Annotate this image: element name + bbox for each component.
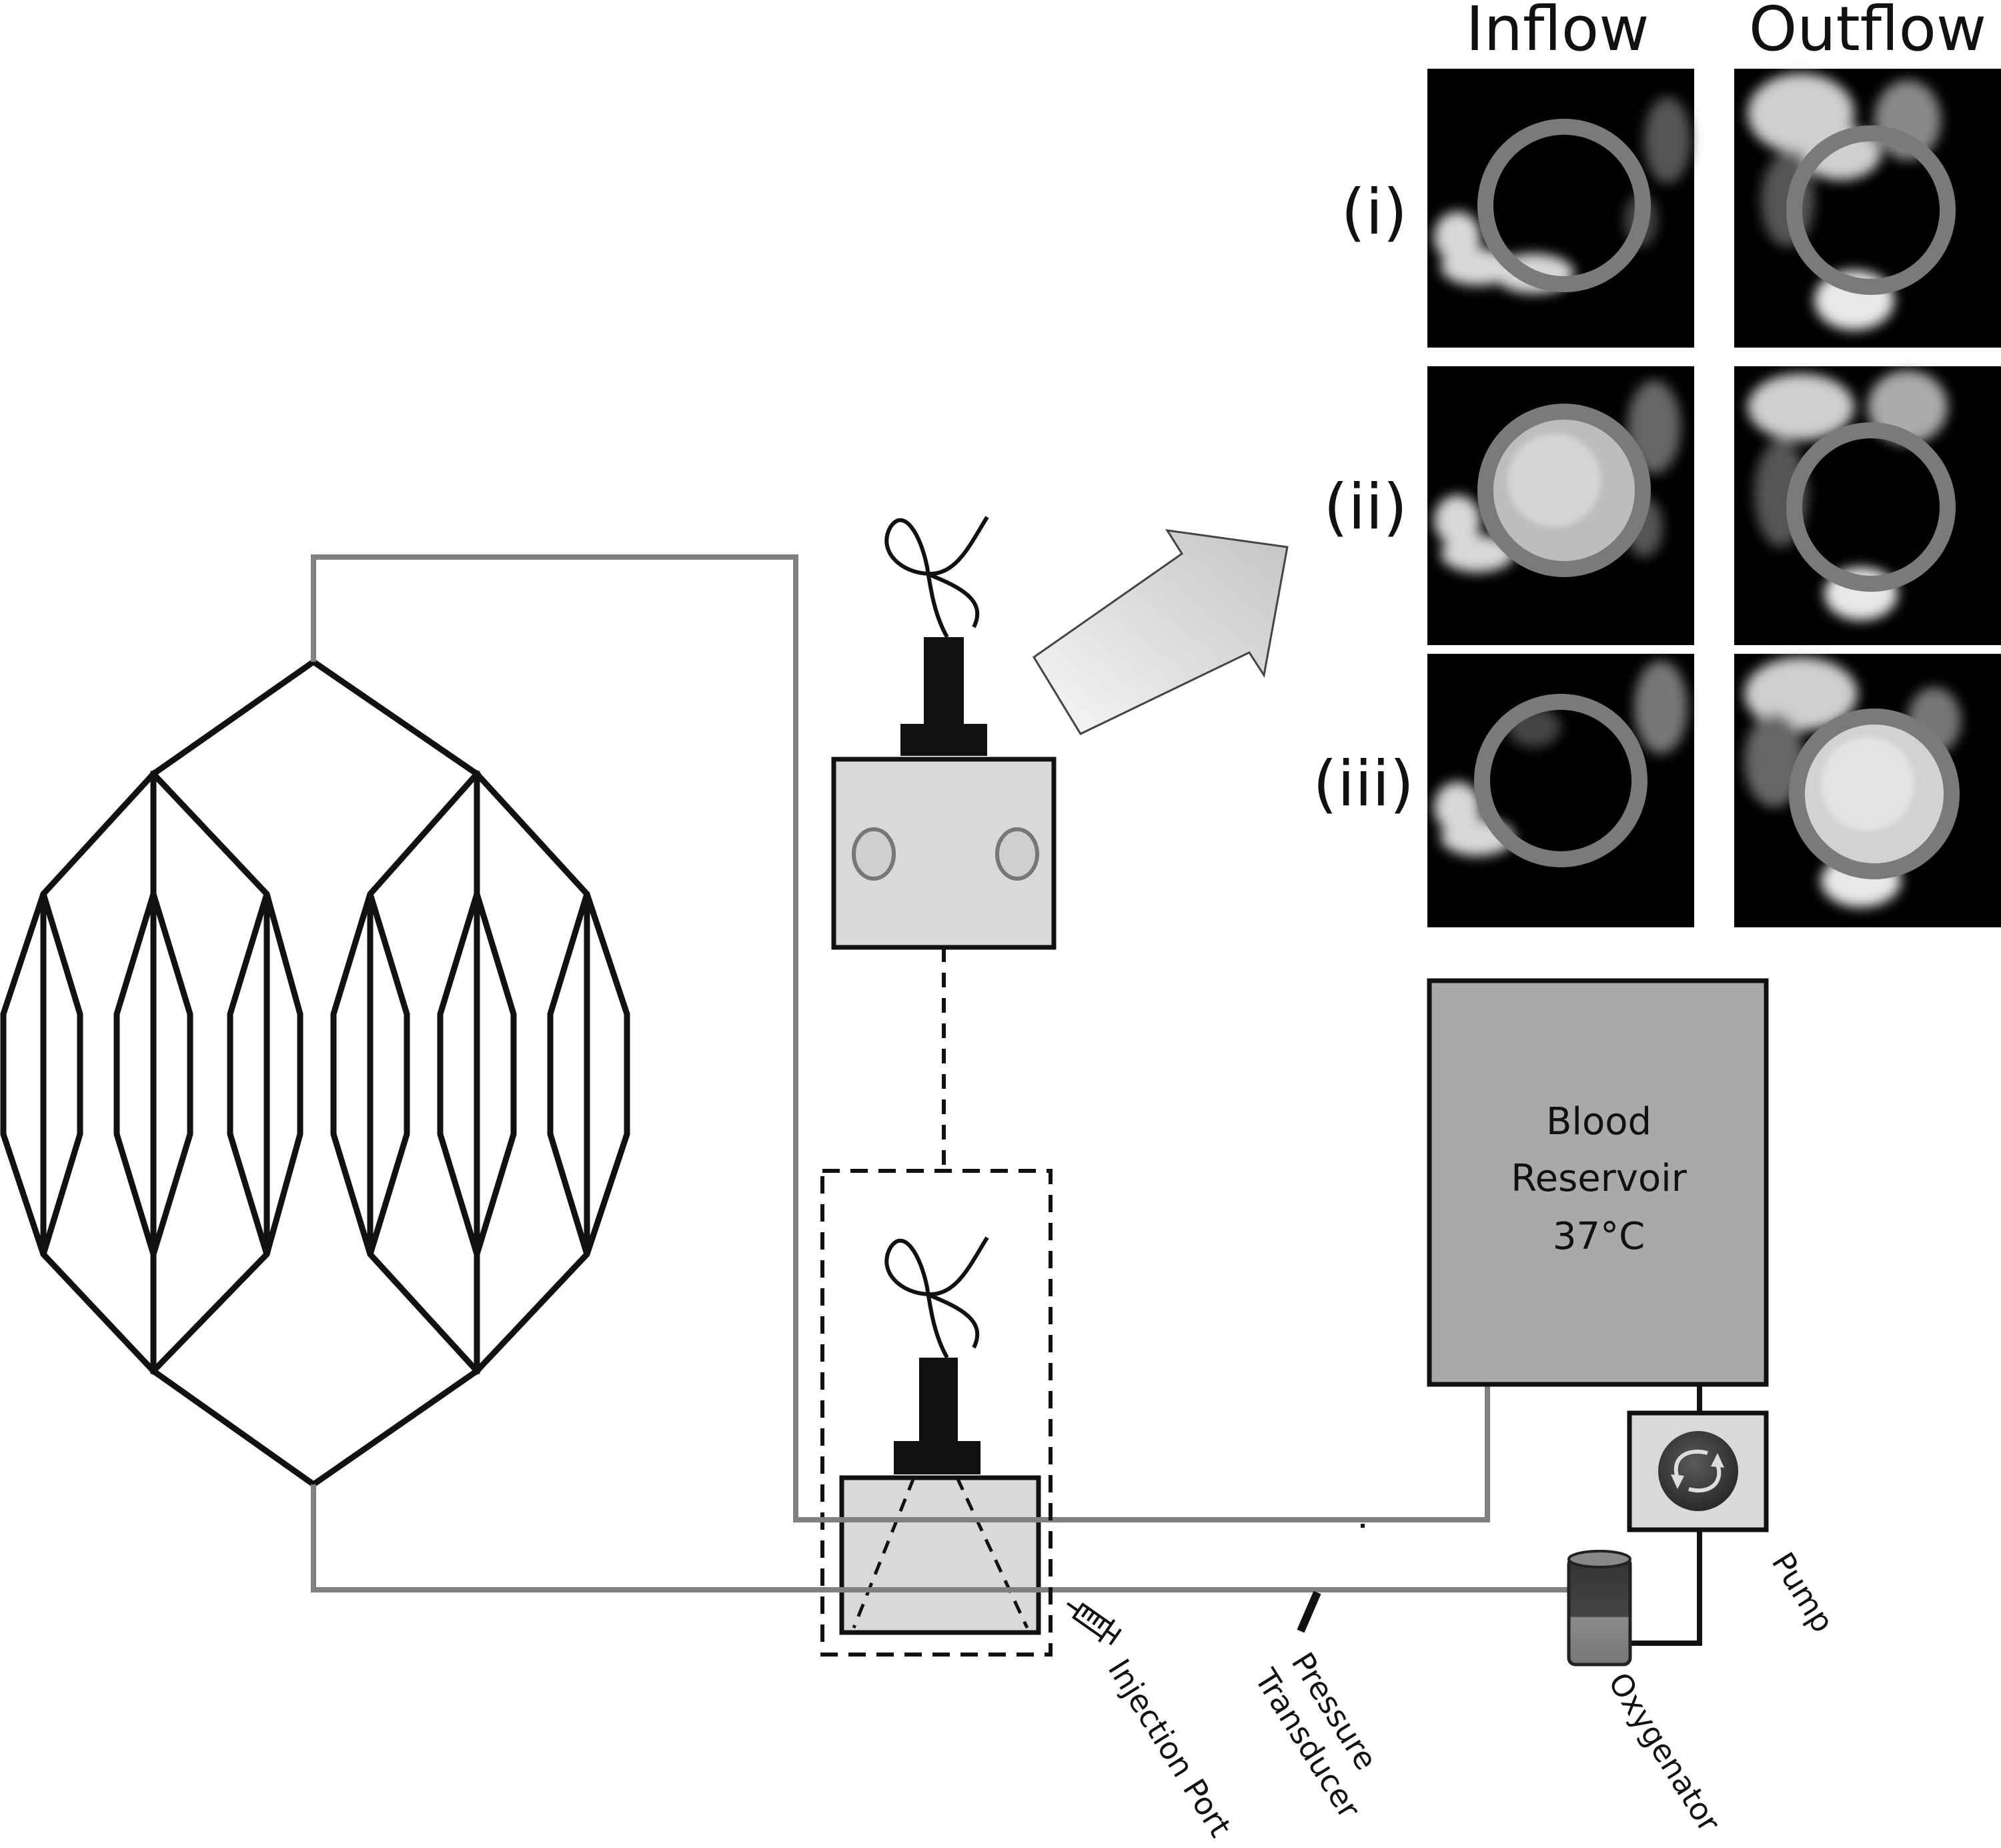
oxygenator xyxy=(1567,1550,1632,1667)
dashed-enclosure xyxy=(820,1169,1053,1657)
row-label-ii: (ii) xyxy=(1323,471,1407,544)
row-label-iii: (iii) xyxy=(1313,748,1414,821)
chamber-port-left xyxy=(852,827,896,881)
outflow-header: Outflow xyxy=(1749,0,1986,65)
reservoir-label-line3: 37°C xyxy=(1553,1215,1645,1258)
syringe-icon xyxy=(1067,1602,1122,1646)
pump-rotor-icon xyxy=(1658,1431,1738,1511)
row-label-i: (i) xyxy=(1341,176,1407,249)
outflow-image-i xyxy=(1734,69,2001,348)
ultrasound-probe-bottom xyxy=(884,1236,989,1474)
imaging-chamber-bottom xyxy=(839,1475,1041,1635)
pressure-transducer-icon xyxy=(1297,1590,1321,1633)
inflow-header: Inflow xyxy=(1466,0,1649,65)
ultrasound-beam xyxy=(852,1476,1029,1629)
oxygenator-label: Oxygenator xyxy=(1601,1666,1728,1838)
blood-reservoir xyxy=(1427,978,1769,1387)
outflow-image-ii xyxy=(1734,366,2001,645)
pump-label: Pump xyxy=(1765,1546,1842,1639)
inflow-image-ii xyxy=(1427,366,1694,645)
circuit-tubing xyxy=(311,554,1567,1592)
reservoir-label-line1: Blood xyxy=(1546,1100,1651,1143)
tubing-through-chamber xyxy=(796,1517,1047,1592)
inflow-image-i xyxy=(1427,69,1694,348)
injection-port-label: Injection Port xyxy=(1101,1653,1239,1843)
vascular-network xyxy=(0,657,630,1489)
chamber-port-right xyxy=(995,827,1039,881)
reservoir-label-line2: Reservoir xyxy=(1511,1157,1687,1200)
outflow-image-iii xyxy=(1734,654,2001,927)
inflow-image-iii xyxy=(1427,654,1694,927)
ultrasound-probe-top xyxy=(884,516,989,756)
block-arrow xyxy=(1032,529,1289,735)
